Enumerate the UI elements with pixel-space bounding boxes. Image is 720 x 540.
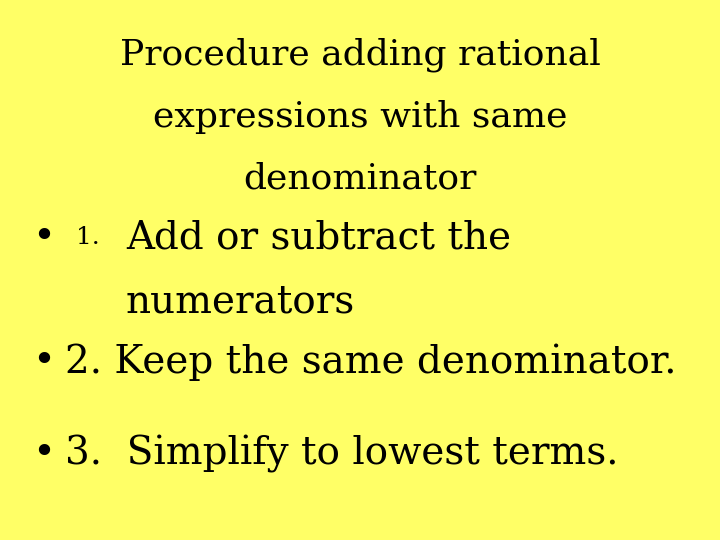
Text: 3.  Simplify to lowest terms.: 3. Simplify to lowest terms. — [65, 435, 618, 472]
Text: •: • — [32, 219, 55, 256]
Text: 1.: 1. — [76, 226, 115, 249]
Text: •: • — [32, 435, 55, 472]
Text: denominator: denominator — [243, 162, 477, 196]
Text: •: • — [32, 343, 55, 380]
Text: Add or subtract the: Add or subtract the — [126, 219, 511, 256]
Text: expressions with same: expressions with same — [153, 100, 567, 134]
Text: numerators: numerators — [126, 284, 355, 321]
Text: Procedure adding rational: Procedure adding rational — [120, 38, 600, 72]
Text: 2. Keep the same denominator.: 2. Keep the same denominator. — [65, 343, 676, 381]
